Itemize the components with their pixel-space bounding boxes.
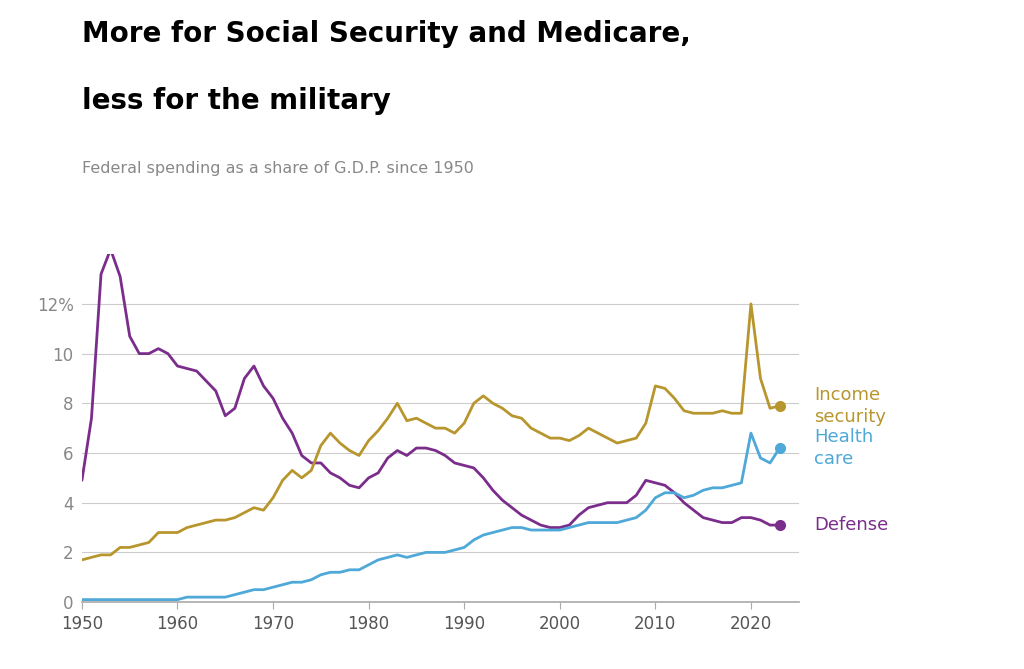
- Text: More for Social Security and Medicare,: More for Social Security and Medicare,: [82, 20, 691, 48]
- Text: Federal spending as a share of G.D.P. since 1950: Federal spending as a share of G.D.P. si…: [82, 161, 474, 175]
- Text: Defense: Defense: [814, 516, 889, 534]
- Text: Health
care: Health care: [814, 428, 873, 468]
- Text: less for the military: less for the military: [82, 87, 391, 115]
- Text: Income
security: Income security: [814, 386, 886, 426]
